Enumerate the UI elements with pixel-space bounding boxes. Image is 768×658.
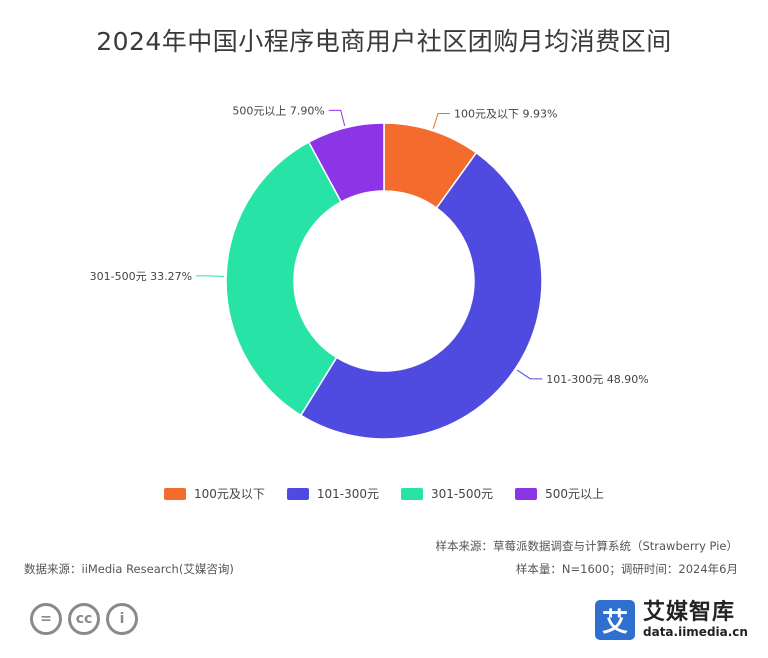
slice-301-500 <box>225 141 343 417</box>
legend-label: 101-300元 <box>316 487 379 501</box>
legend-item-500-above[interactable]: 500元以上 <box>515 485 604 502</box>
legend-label: 500元以上 <box>545 487 605 501</box>
brand-url: data.iimedia.cn <box>643 624 748 639</box>
leader-line-100-and-below <box>432 112 451 129</box>
brand-mark-icon: 艾 <box>595 600 635 640</box>
slice-500-above <box>307 122 385 203</box>
cc-equals-icon: = <box>30 603 62 635</box>
creative-commons-badges: = cc i <box>30 603 138 635</box>
data-label-101-300: 101-300元 48.90% <box>546 373 648 386</box>
legend-swatch <box>163 487 186 500</box>
legend-label: 100元及以下 <box>193 487 265 501</box>
sample-source-note: 样本来源：草莓派数据调查与计算系统（Strawberry Pie） <box>435 539 738 553</box>
cc-icon: cc <box>68 603 100 635</box>
legend-item-100-and-below[interactable]: 100元及以下 <box>163 485 265 502</box>
leader-line-500-above <box>328 109 346 127</box>
leader-line-101-300 <box>516 369 543 380</box>
legend-swatch <box>401 487 423 500</box>
data-source-note: 数据来源：iiMedia Research(艾媒咨询) <box>24 562 234 576</box>
data-label-100-and-below: 100元及以下 9.93% <box>454 107 557 120</box>
brand-text: 艾媒智库 data.iimedia.cn <box>643 599 748 640</box>
legend-swatch <box>286 487 309 500</box>
chart-title: 2024年中国小程序电商用户社区团购月均消费区间 <box>96 27 672 56</box>
legend-label: 301-500元 <box>431 487 494 501</box>
chart-legend: 100元及以下 101-300元 301-500元 500元以上 <box>0 485 768 502</box>
brand-name: 艾媒智库 <box>643 599 736 625</box>
sample-size-note: 样本量：N=1600；调研时间：2024年6月 <box>515 562 738 576</box>
data-label-301-500: 301-500元 33.27% <box>90 270 192 283</box>
legend-swatch <box>515 487 538 500</box>
brand-logo: 艾 艾媒智库 data.iimedia.cn <box>595 600 748 640</box>
data-label-500-above: 500元以上 7.90% <box>232 104 324 117</box>
cc-person-icon: i <box>106 603 138 635</box>
slice-101-300 <box>299 151 543 440</box>
legend-item-101-300[interactable]: 101-300元 <box>286 485 379 502</box>
legend-item-301-500[interactable]: 301-500元 <box>401 485 493 502</box>
